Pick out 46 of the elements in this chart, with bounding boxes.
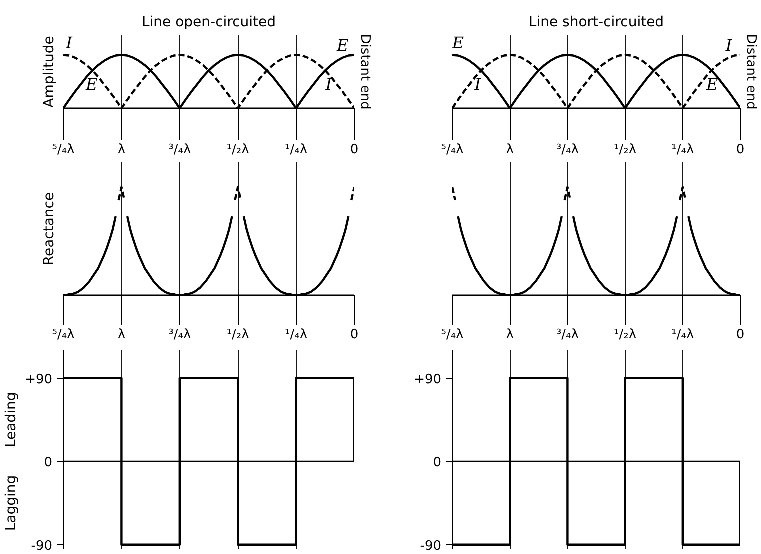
x-tick-label: ⁵/₄λ [52,142,76,158]
y-tick-label: -90 [31,538,52,554]
x-tick-label: λ [506,328,514,342]
y-tick-label: +90 [25,372,53,388]
chart-title: Line short-circuited [528,14,664,30]
x-tick-label: ¹/₂λ [614,328,637,342]
x-tick-label: ³/₄λ [556,328,580,342]
x-tick-label: λ [118,142,126,158]
chart-title: Line open-circuited [142,14,276,30]
y-tick-label: 0 [433,456,442,471]
text: E [86,75,98,94]
x-tick-label: 0 [736,142,745,158]
x-tick-label: ⁵/₄λ [441,142,464,158]
series-label: I [324,75,333,94]
text: Leading [4,392,20,448]
text: Distant end [744,34,758,110]
x-tick-label: ⁵/₄λ [441,328,464,342]
x-tick-label: ³/₄λ [168,142,192,158]
series-label: E [336,36,350,55]
x-tick-label: ¹/₄λ [285,328,308,342]
text: I [66,34,72,53]
x-tick-label: 0 [736,328,745,342]
x-tick-label: ¹/₂λ [614,142,637,158]
x-tick-label: λ [506,142,514,158]
y-tick-label: 0 [44,456,53,471]
text: I [474,75,482,94]
x-tick-label: ¹/₄λ [672,142,694,158]
x-tick-label: 0 [350,328,359,342]
x-tick-label: ³/₄λ [168,328,192,342]
y-tick-label: -90 [420,538,442,554]
x-tick-label: ³/₄λ [556,142,580,158]
x-tick-label: 0 [350,142,359,158]
text: Lagging [4,475,20,532]
text: Distant end [358,34,372,110]
x-tick-label: ⁵/₄λ [52,328,76,342]
y-axis-title: Reactance [42,192,58,266]
series-label: E [706,75,719,94]
x-tick-label: ¹/₄λ [672,328,694,342]
x-tick-label: ¹/₂λ [226,142,250,158]
x-tick-label: ¹/₄λ [285,142,308,158]
x-tick-label: λ [118,328,126,342]
x-tick-label: ¹/₂λ [226,328,250,342]
text: E [452,34,464,53]
y-axis-title: Amplitude [42,36,58,108]
series-label: I [724,36,733,55]
y-tick-label: +90 [414,372,442,388]
